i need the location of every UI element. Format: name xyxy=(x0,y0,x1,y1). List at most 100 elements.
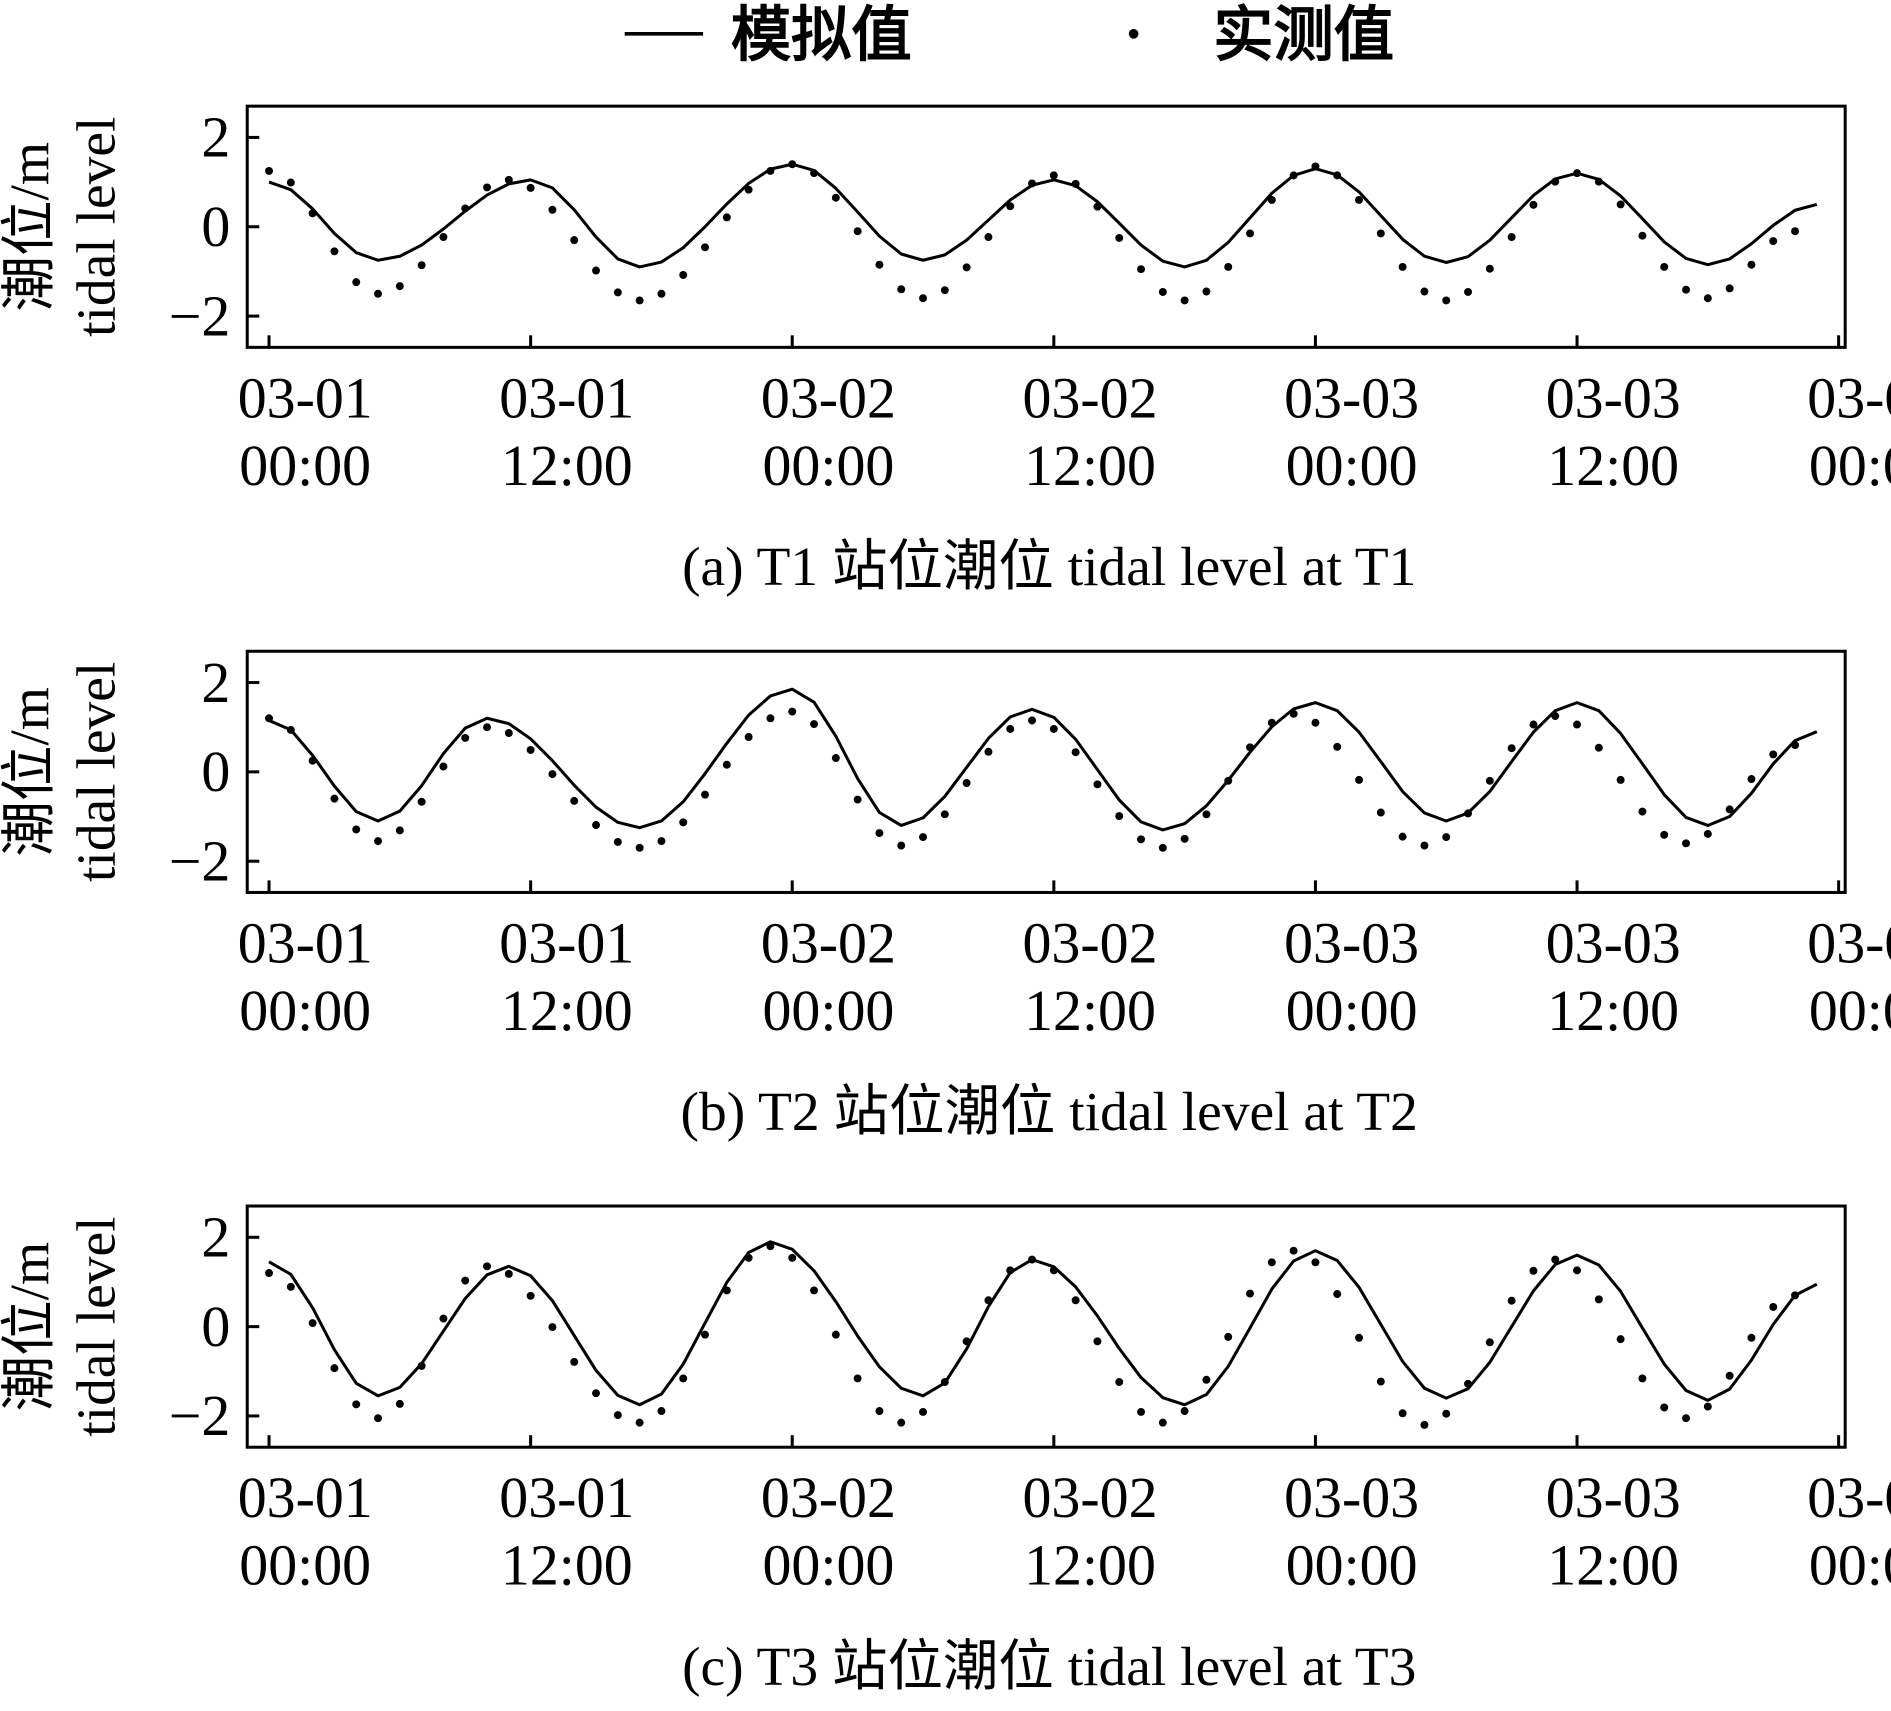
plot-frame xyxy=(245,1204,1847,1449)
observed-point xyxy=(483,1262,492,1271)
observed-point xyxy=(701,243,710,252)
observed-point xyxy=(1028,1255,1037,1264)
x-tick-label: 03-01 12:00 xyxy=(499,910,634,1043)
observed-point xyxy=(308,209,317,218)
observed-point xyxy=(1180,296,1189,305)
x-tick-label-line: 03-03 xyxy=(1546,910,1681,975)
observed-point xyxy=(962,1337,971,1346)
observed-point xyxy=(286,1282,295,1291)
observed-point xyxy=(1638,231,1647,240)
observed-point xyxy=(1311,1258,1320,1267)
x-tick-label-line: 00:00 xyxy=(1286,978,1418,1043)
x-tick-label: 03-03 00:00 xyxy=(1284,910,1419,1043)
observed-point xyxy=(374,837,383,846)
observed-point xyxy=(504,175,513,184)
observed-point xyxy=(875,829,884,838)
y-axis-label: 潮位/m xyxy=(0,142,60,312)
y-tick-label: 2 xyxy=(201,1205,230,1270)
observed-point xyxy=(1202,810,1211,819)
x-tick-label-line: 00:00 xyxy=(1286,433,1418,498)
observed-point xyxy=(1594,1295,1603,1304)
x-tick-label: 03-03 12:00 xyxy=(1546,365,1681,498)
observed-point xyxy=(831,193,840,202)
observed-point xyxy=(395,1399,404,1408)
observed-point xyxy=(1093,202,1102,211)
observed-point xyxy=(548,1323,557,1332)
observed-point xyxy=(1158,287,1167,296)
observed-point xyxy=(1529,1266,1538,1275)
x-tick-label-line: 03-01 xyxy=(238,910,373,975)
observed-point xyxy=(788,1253,797,1262)
observed-point xyxy=(1747,260,1756,269)
x-tick-label: 03-01 00:00 xyxy=(238,1465,373,1598)
observed-point xyxy=(984,1296,993,1305)
observed-point xyxy=(439,762,448,771)
observed-point xyxy=(483,723,492,732)
observed-point xyxy=(483,183,492,192)
observed-point xyxy=(461,1276,470,1285)
observed-point xyxy=(1420,841,1429,850)
x-tick-label-line: 12:00 xyxy=(1547,1533,1679,1598)
observed-point xyxy=(1747,1333,1756,1342)
observed-point xyxy=(940,286,949,295)
plot-frame xyxy=(245,649,1847,894)
observed-point xyxy=(1420,1420,1429,1429)
observed-point xyxy=(417,1361,426,1370)
x-tick-label: 03-03 00:00 xyxy=(1284,365,1419,498)
observed-point xyxy=(962,263,971,272)
x-tick-label-line: 00:00 xyxy=(239,433,371,498)
x-tick-label-line: 03-02 xyxy=(1022,910,1157,975)
observed-point xyxy=(1376,1377,1385,1386)
observed-point xyxy=(1551,177,1560,186)
observed-point xyxy=(1180,1407,1189,1416)
observed-point xyxy=(613,288,622,297)
observed-point xyxy=(1769,237,1778,246)
observed-point xyxy=(1507,1296,1516,1305)
observed-point xyxy=(940,810,949,819)
observed-point xyxy=(1137,835,1146,844)
x-tick-label-line: 00:00 xyxy=(239,978,371,1043)
observed-point xyxy=(1049,725,1058,733)
simulated-line xyxy=(268,1240,1818,1407)
x-tick-label-line: 03-03 xyxy=(1546,365,1681,430)
observed-point xyxy=(592,1389,601,1398)
x-tick-label: 03-0400:00 xyxy=(1807,365,1891,498)
x-tick-label-line: 12:00 xyxy=(501,978,633,1043)
observed-point xyxy=(897,285,906,294)
observed-point xyxy=(1093,780,1102,789)
observed-point xyxy=(1311,718,1320,727)
observed-point xyxy=(679,818,688,827)
observed-point xyxy=(1485,1338,1494,1347)
observed-point xyxy=(613,838,622,846)
x-tick-label-line: 03-01 xyxy=(499,910,634,975)
observed-point xyxy=(1028,716,1037,725)
observed-point xyxy=(1660,830,1669,839)
observed-point xyxy=(526,745,535,754)
x-tick-label-line: 12:00 xyxy=(1547,978,1679,1043)
observed-point xyxy=(984,233,993,242)
observed-point xyxy=(1791,1291,1800,1300)
y-axis-label: 潮位/m xyxy=(0,1242,60,1412)
observed-point xyxy=(701,790,710,799)
observed-point xyxy=(1158,843,1167,852)
observed-point xyxy=(265,166,274,175)
x-tick-label: 03-0400:00 xyxy=(1807,910,1891,1043)
observed-point xyxy=(1551,1255,1560,1264)
observed-point xyxy=(1267,195,1276,204)
x-tick-label: 03-02 12:00 xyxy=(1022,910,1157,1043)
x-tick-label: 03-0400:00 xyxy=(1807,1465,1891,1598)
observed-point xyxy=(1769,750,1778,759)
observed-point xyxy=(1289,709,1298,718)
observed-point xyxy=(1464,287,1473,296)
observed-point xyxy=(1703,294,1712,303)
observed-point xyxy=(1638,807,1647,816)
observed-point xyxy=(1006,202,1015,211)
observed-point xyxy=(265,714,274,723)
y-axis-label: tidal level xyxy=(66,117,127,337)
x-tick-label-line: 03-04 xyxy=(1807,1465,1891,1530)
observed-point xyxy=(1507,233,1516,242)
observed-point xyxy=(1573,169,1582,178)
observed-point xyxy=(1333,742,1342,751)
observed-point xyxy=(570,796,579,805)
observed-point xyxy=(1594,177,1603,186)
